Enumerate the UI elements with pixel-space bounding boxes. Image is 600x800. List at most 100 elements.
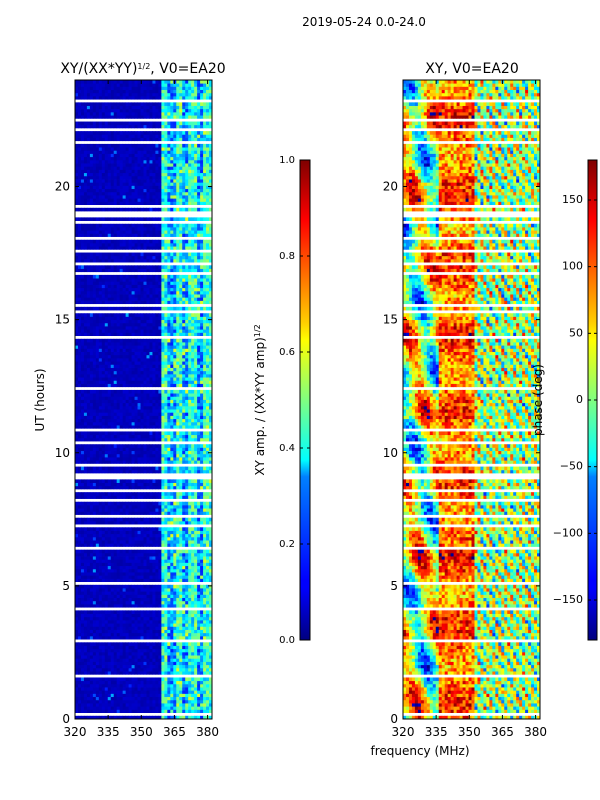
heatmap-cell [95, 623, 100, 627]
heatmap-cell [176, 683, 180, 688]
heatmap-cell [98, 600, 103, 605]
heatmap-cell [149, 389, 153, 394]
heatmap-cell [116, 380, 121, 384]
heatmap-cell [200, 338, 204, 343]
heatmap-cell [152, 508, 156, 512]
heatmap-cell [107, 645, 112, 650]
heatmap-cell [89, 501, 94, 506]
heatmap-cell [134, 655, 138, 659]
heatmap-cell [170, 322, 174, 327]
heatmap-cell [203, 389, 207, 394]
heatmap-cell [167, 671, 171, 675]
heatmap-cell [86, 530, 91, 535]
heatmap-cell [140, 619, 144, 624]
heatmap-cell [149, 492, 153, 496]
heatmap-cell [125, 600, 130, 605]
heatmap-cell [200, 540, 204, 544]
heatmap-cell [173, 613, 177, 618]
heatmap-cell [179, 645, 183, 650]
heatmap-cell [185, 651, 189, 656]
heatmap-cell [206, 575, 210, 579]
heatmap-cell [149, 348, 153, 352]
heatmap-cell [83, 703, 88, 707]
heatmap-cell [113, 680, 118, 685]
heatmap-cell [89, 568, 94, 573]
heatmap-cell [185, 396, 189, 400]
heatmap-cell [146, 693, 150, 698]
heatmap-cell [134, 584, 138, 589]
heatmap-cell [194, 332, 198, 336]
heatmap-cell [200, 341, 204, 346]
heatmap-cell [170, 351, 174, 356]
heatmap-cell [179, 389, 183, 394]
heatmap-cell [125, 357, 130, 362]
heatmap-cell [203, 565, 207, 570]
heatmap-cell [104, 651, 109, 656]
heatmap-cell [182, 517, 186, 522]
heatmap-cell [197, 367, 201, 372]
heatmap-cell [119, 393, 124, 397]
heatmap-cell [182, 492, 186, 496]
heatmap-cell [122, 517, 127, 522]
heatmap-cell [89, 635, 94, 640]
heatmap-cell [176, 584, 180, 589]
heatmap-cell [146, 613, 150, 618]
heatmap-cell [197, 597, 201, 602]
heatmap-cell [152, 520, 156, 525]
heatmap-cell [107, 588, 112, 592]
heatmap-cell [209, 549, 212, 554]
heatmap-cell [104, 619, 109, 624]
heatmap-cell [155, 527, 159, 531]
heatmap-cell [131, 485, 135, 490]
heatmap-cell [137, 431, 141, 436]
heatmap-cell [179, 434, 183, 439]
heatmap-cell [125, 661, 130, 666]
heatmap-cell [197, 453, 201, 458]
heatmap-cell [104, 495, 109, 499]
heatmap-cell [75, 326, 79, 330]
heatmap-cell [167, 457, 171, 461]
heatmap-cell [203, 626, 207, 630]
heatmap-cell [77, 613, 82, 618]
heatmap-cell [101, 600, 106, 605]
heatmap-cell [200, 421, 204, 426]
heatmap-cell [89, 591, 94, 595]
heatmap-cell [75, 421, 79, 426]
heatmap-cell [89, 354, 94, 359]
heatmap-cell [206, 437, 210, 442]
heatmap-cell [77, 690, 82, 694]
heatmap-cell [191, 616, 195, 621]
heatmap-cell [161, 530, 165, 535]
heatmap-cell [203, 322, 207, 327]
heatmap-cell [89, 619, 94, 624]
heatmap-cell [89, 447, 94, 452]
heatmap-cell [80, 536, 85, 541]
heatmap-cell [185, 626, 189, 630]
heatmap-cell [131, 504, 135, 509]
heatmap-cell [191, 552, 195, 557]
heatmap-cell [200, 434, 204, 439]
heatmap-cell [197, 533, 201, 538]
heatmap-cell [167, 370, 171, 375]
heatmap-cell [122, 565, 127, 570]
heatmap-cell [86, 651, 91, 656]
heatmap-cell [107, 584, 112, 589]
heatmap-cell [176, 402, 180, 407]
heatmap-cell [75, 623, 79, 627]
heatmap-cell [98, 380, 103, 384]
heatmap-cell [110, 626, 115, 630]
heatmap-cell [185, 402, 189, 407]
heatmap-cell [170, 635, 174, 640]
heatmap-cell [176, 351, 180, 356]
heatmap-cell [164, 380, 168, 384]
heatmap-cell [122, 402, 127, 407]
heatmap-cell [188, 632, 192, 637]
heatmap-cell [77, 508, 82, 512]
heatmap-cell [113, 549, 118, 554]
heatmap-cell [158, 658, 162, 662]
heatmap-cell [122, 709, 127, 713]
heatmap-cell [134, 345, 138, 349]
heatmap-cell [86, 520, 91, 525]
heatmap-cell [128, 380, 132, 384]
heatmap-cell [122, 671, 127, 675]
